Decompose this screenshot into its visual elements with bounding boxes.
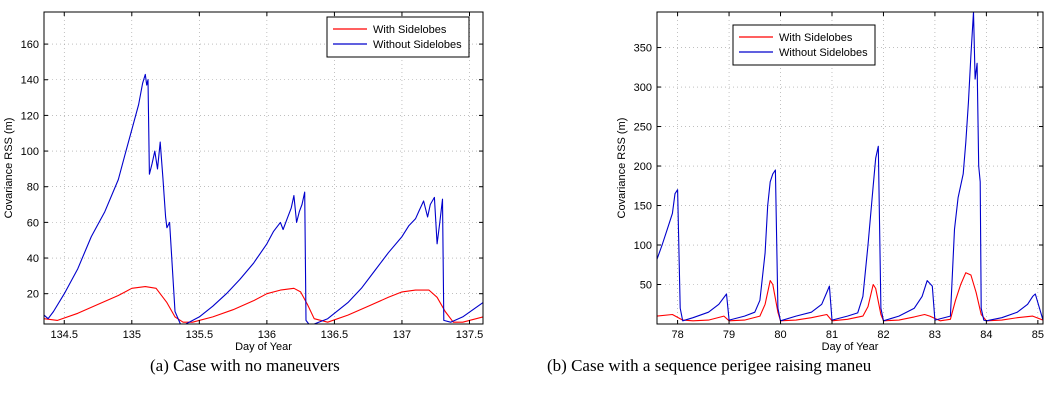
y-tick-label: 80 [27,182,39,194]
series-line-without-sidelobes [44,73,483,324]
y-axis-label: Covariance RSS (m) [616,118,628,219]
chart-panel-b: 78 79 80 81 82 83 84 85 50 100 150 200 250 300 350 Day … [525,0,1049,400]
legend-box [732,24,876,66]
chart-panel-a: 134.5 135 135.5 136 136.5 137 137.5 20 40 60 80 100… [0,0,525,400]
y-axis-label: Covariance RSS (m) [3,118,15,219]
x-axis-label: Day of Year [822,341,879,353]
y-tick-label: 200 [634,161,652,173]
y-tick-label: 40 [27,253,39,265]
y-tick-label: 150 [634,201,652,213]
axes-frame [656,11,1044,325]
y-tick-label: 350 [634,43,652,55]
caption-b: (b) Case with a sequence perigee raising… [547,356,872,375]
x-tick-label: 85 [1032,329,1044,341]
legend: With Sidelobes Without Sidelobes [326,16,470,58]
y-tick-label: 50 [640,280,652,292]
legend-label: With Sidelobes [373,24,447,36]
chart-a: 134.5 135 135.5 136 136.5 137 137.5 20 40 60 80 100… [3,11,484,353]
y-tick-label: 160 [21,39,39,51]
x-tick-label: 134.5 [50,329,78,341]
legend-label: Without Sidelobes [373,39,462,51]
y-tick-label: 250 [634,122,652,134]
y-tick-label: 300 [634,82,652,94]
x-tick-label: 81 [826,329,838,341]
x-tick-label: 79 [723,329,735,341]
y-tick-label: 120 [21,110,39,122]
legend: With Sidelobes Without Sidelobes [732,24,876,66]
y-tick-label: 60 [27,217,39,229]
y-tick-label: 100 [634,240,652,252]
x-tick-label: 136.5 [321,329,349,341]
series-line-without-sidelobes [657,12,1043,322]
x-tick-label: 135 [123,329,141,341]
x-tick-label: 137.5 [456,329,484,341]
x-tick-label: 84 [980,329,992,341]
axes-frame [43,11,484,325]
x-tick-label: 83 [929,329,941,341]
legend-box [326,16,470,58]
legend-label: With Sidelobes [779,32,853,44]
plot-area [44,12,483,324]
x-tick-label: 82 [877,329,889,341]
x-axis-label: Day of Year [235,341,292,353]
caption-a: (a) Case with no maneuvers [150,356,340,375]
y-tick-label: 100 [21,146,39,158]
x-tick-label: 137 [393,329,411,341]
x-tick-label: 136 [258,329,276,341]
x-tick-label: 78 [671,329,683,341]
y-tick-label: 140 [21,75,39,87]
x-tick-label: 80 [774,329,786,341]
series-line-with-sidelobes [657,272,1043,322]
legend-label: Without Sidelobes [779,47,868,59]
x-tick-label: 135.5 [186,329,214,341]
series-line-with-sidelobes [44,286,483,323]
chart-b: 78 79 80 81 82 83 84 85 50 100 150 200 250 300 350 Day … [616,11,1044,353]
y-tick-label: 20 [27,289,39,301]
